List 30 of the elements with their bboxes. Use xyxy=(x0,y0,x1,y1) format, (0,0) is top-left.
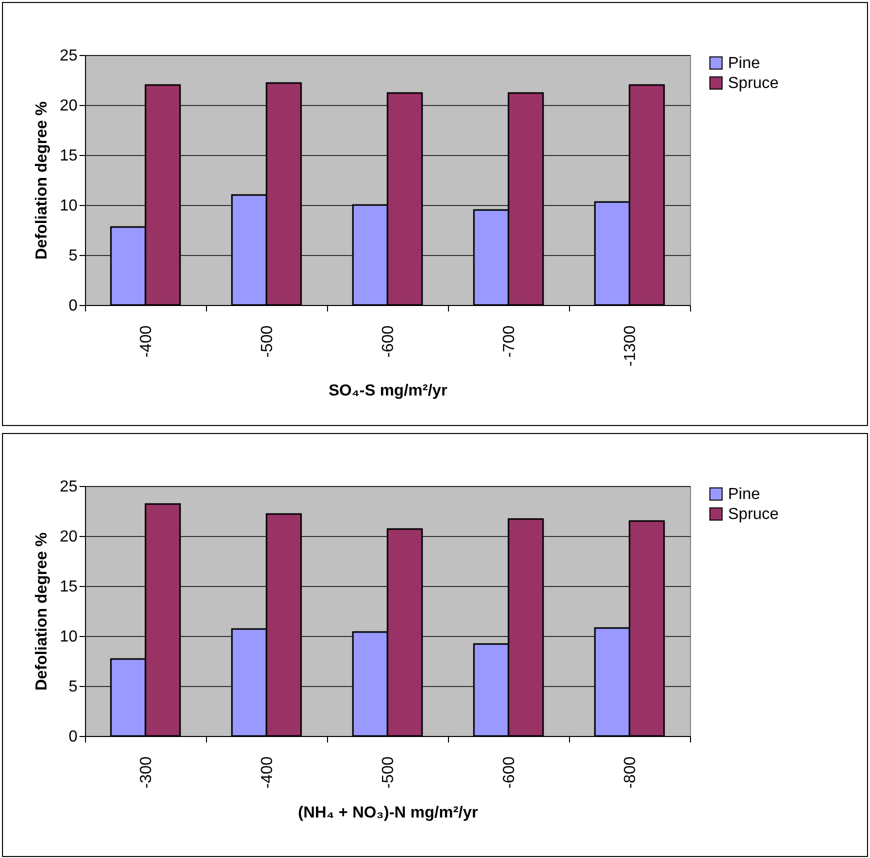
x-tick-label: -300 xyxy=(138,756,155,789)
x-axis-title: (NH₄ + NO₃)-N mg/m²/yr xyxy=(298,804,478,822)
x-tick-label: -400 xyxy=(259,756,276,789)
legend-label: Spruce xyxy=(728,75,779,92)
y-tick-label: 5 xyxy=(68,678,78,696)
y-tick-label: 20 xyxy=(60,528,78,546)
y-tick-label: 10 xyxy=(60,198,78,214)
y-tick-label: 15 xyxy=(60,148,78,164)
y-tick-label: 5 xyxy=(68,248,78,264)
x-tick-label: -500 xyxy=(259,325,276,358)
y-tick-label: 0 xyxy=(68,728,78,746)
legend-label: Pine xyxy=(728,55,760,72)
x-tick-label: -700 xyxy=(501,325,518,358)
x-tick-label: -600 xyxy=(501,756,518,789)
x-tick-label: -800 xyxy=(622,756,639,789)
y-tick-label: 25 xyxy=(60,478,78,496)
x-tick-label: -600 xyxy=(380,325,397,358)
x-tick-label: -400 xyxy=(138,325,155,358)
y-tick-label: 15 xyxy=(60,578,78,596)
y-tick-label: 0 xyxy=(68,298,78,314)
y-axis-title: Defoliation degree % xyxy=(34,532,51,691)
y-tick-label: 20 xyxy=(60,98,78,114)
x-axis-title: SO₄-S mg/m²/yr xyxy=(328,382,448,400)
legend-label: Spruce xyxy=(728,506,779,523)
y-axis-title: Defoliation degree % xyxy=(34,101,51,260)
y-tick-label: 10 xyxy=(60,628,78,646)
y-tick-label: 25 xyxy=(60,48,78,64)
legend-label: Pine xyxy=(728,486,760,503)
x-tick-label: -1300 xyxy=(622,325,639,366)
x-tick-label: -500 xyxy=(380,756,397,789)
